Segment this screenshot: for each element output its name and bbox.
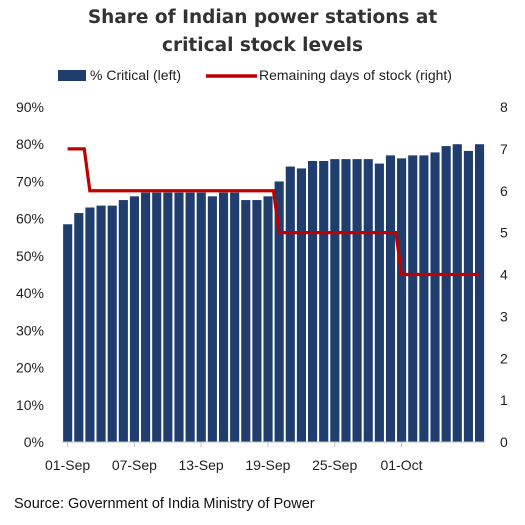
- y-left-tick-label: 40%: [16, 285, 44, 301]
- y-right-tick-label: 5: [500, 225, 508, 241]
- bar: [374, 163, 384, 442]
- bar: [352, 159, 362, 443]
- bar: [74, 213, 84, 442]
- chart-title: Share of Indian power stations at critic…: [0, 4, 525, 60]
- bar: [285, 166, 295, 442]
- bar: [63, 224, 73, 442]
- bar: [96, 205, 106, 442]
- bar: [296, 168, 307, 443]
- bar: [430, 152, 440, 442]
- remaining-days-line: [67, 147, 480, 277]
- bar: [207, 196, 217, 442]
- x-tick-label: 13-Sep: [179, 457, 224, 473]
- y-right-tick-label: 2: [500, 350, 508, 366]
- bar: [330, 159, 340, 443]
- legend-bar-label: % Critical (left): [90, 67, 181, 83]
- y-left-tick-label: 20%: [16, 360, 44, 376]
- chart-title-line-2: critical stock levels: [162, 35, 363, 56]
- x-tick-label: 19-Sep: [245, 457, 290, 473]
- legend: % Critical (left) Remaining days of stoc…: [58, 67, 452, 83]
- bar: [363, 159, 373, 443]
- y-right-tick-label: 0: [500, 434, 508, 450]
- y-left-tick-label: 60%: [16, 211, 44, 227]
- y-right-tick-label: 4: [500, 267, 508, 283]
- bar: [263, 196, 273, 442]
- line-series: [67, 147, 480, 277]
- bar: [385, 155, 396, 442]
- bar: [118, 200, 128, 442]
- y-left-tick-label: 80%: [16, 136, 44, 152]
- bar: [274, 181, 284, 442]
- bar: [452, 144, 462, 442]
- legend-bar-swatch: [58, 70, 86, 81]
- bar: [308, 160, 318, 442]
- bar: [252, 200, 262, 442]
- bar: [474, 144, 485, 442]
- legend-line-label: Remaining days of stock (right): [259, 67, 452, 83]
- x-tick-label: 01-Oct: [380, 457, 422, 473]
- bar: [218, 192, 229, 442]
- bar: [341, 159, 351, 443]
- y-left-tick-label: 50%: [16, 248, 44, 264]
- bar: [174, 192, 184, 442]
- y-right-tick-label: 1: [500, 392, 508, 408]
- bar: [230, 192, 240, 442]
- axes: 0% 10% 20% 30% 40% 50% 60% 70% 80% 90% 0 1 2 3 4 5 6 7 8 01…: [16, 99, 508, 473]
- x-tick-label: 07-Sep: [112, 457, 157, 473]
- y-left-tick-label: 70%: [16, 173, 44, 189]
- bar: [152, 192, 162, 442]
- bar: [163, 192, 173, 442]
- bar: [141, 192, 151, 442]
- y-right-tick-label: 7: [500, 141, 508, 157]
- y-left-tick-label: 10%: [16, 397, 44, 413]
- x-tick-label: 01-Sep: [45, 457, 90, 473]
- y-right-tick-label: 3: [500, 308, 508, 324]
- y-left-tick-label: 90%: [16, 99, 44, 115]
- source-note: Source: Government of India Ministry of …: [14, 496, 315, 512]
- bar: [107, 205, 117, 442]
- y-left-tick-label: 30%: [16, 322, 44, 338]
- bar: [408, 155, 418, 442]
- bar: [185, 192, 195, 442]
- y-right-tick-label: 8: [500, 99, 508, 115]
- chart-title-line-1: Share of Indian power stations at: [87, 7, 438, 28]
- bar: [129, 196, 140, 442]
- bar: [319, 160, 329, 442]
- bar: [419, 155, 429, 442]
- bar: [241, 200, 251, 442]
- y-right-tick-label: 6: [500, 183, 508, 199]
- bar: [196, 192, 206, 442]
- y-left-tick-label: 0%: [24, 434, 44, 450]
- bar: [441, 146, 451, 442]
- bar: [397, 158, 407, 442]
- bar: [85, 207, 95, 442]
- bar: [463, 150, 473, 443]
- x-tick-label: 25-Sep: [312, 457, 357, 473]
- bar-series: [63, 144, 485, 443]
